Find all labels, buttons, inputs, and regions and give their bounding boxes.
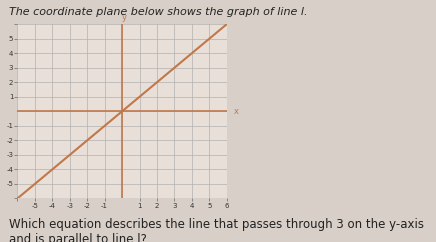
Text: The coordinate plane below shows the graph of line l.: The coordinate plane below shows the gra… (9, 7, 307, 17)
Text: Which equation describes the line that passes through 3 on the y-axis and is par: Which equation describes the line that p… (9, 218, 424, 242)
Text: x: x (234, 107, 238, 116)
Text: y: y (122, 13, 127, 22)
